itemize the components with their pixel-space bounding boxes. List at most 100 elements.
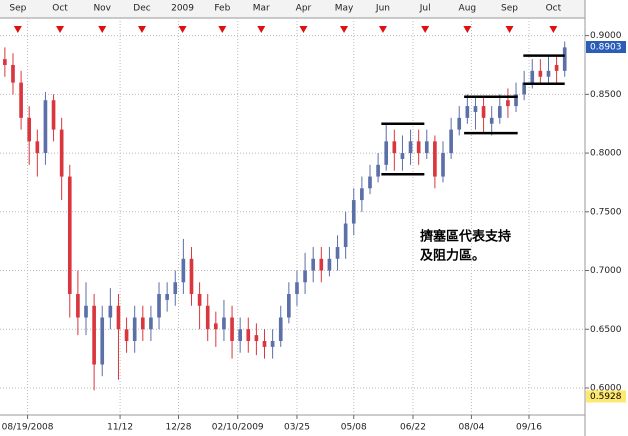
candle-body [392,141,397,154]
candle-body [368,176,372,189]
candle-body [51,100,56,130]
month-label: Dec [133,4,150,14]
candle-body [59,129,64,177]
x-tick-label: 02/10/2009 [212,423,264,433]
candle-body [84,305,88,318]
candle-body [457,117,462,130]
month-marker [218,26,227,33]
month-marker [340,26,349,33]
x-tick-label: 06/22 [400,423,426,433]
candle-body [262,341,267,347]
x-tick-label: 08/04 [458,423,484,433]
candle-body [441,153,445,177]
candle-body [197,294,202,306]
y-tick-label: 0.7000 [590,266,622,276]
candle-body [246,329,251,342]
month-marker [299,26,308,33]
month-marker [13,26,22,33]
candle-body [76,294,80,318]
candle-body [205,305,210,330]
candle-body [19,82,23,118]
candle-body [3,59,7,65]
candle-body [424,141,429,154]
candle-body [449,129,453,154]
candle-body [92,305,96,365]
candle-body [157,294,161,318]
month-marker [505,26,514,33]
candle-body [343,223,348,248]
candle-body [230,317,234,342]
y-tick-label: 0.8500 [590,90,622,100]
month-label: Oct [546,4,562,14]
month-label: Nov [93,4,111,14]
month-label: Mar [253,4,270,14]
candle-body [481,106,486,118]
month-label: Jul [419,4,431,14]
candle-body [140,317,145,330]
candle-body [400,153,405,159]
candle-body [254,335,259,342]
candle-body [506,100,510,107]
candle-body [327,258,332,271]
month-label: Oct [52,4,68,14]
candle-body [351,200,356,224]
candle-body [335,247,340,259]
candle-body [270,341,275,347]
x-tick-label: 08/19/2008 [2,423,54,433]
month-marker [257,26,266,33]
month-label: Feb [214,4,230,14]
month-strip [0,0,585,18]
x-tick-label: 03/25 [284,423,310,433]
candle-body [165,294,169,300]
month-marker [98,26,107,33]
candle-body [100,317,105,365]
y-tick-label: 0.7500 [590,207,622,217]
x-tick-label: 05/08 [341,423,367,433]
candle-body [213,323,218,330]
candle-body [43,100,48,154]
month-marker [378,26,387,33]
month-marker [178,26,187,33]
y-tick-label: 0.8000 [590,149,622,159]
y-tick-label: 0.6500 [590,325,622,335]
candle-body [360,188,364,201]
candle-body [538,70,543,77]
candle-body [489,117,494,124]
candle-body [124,329,129,342]
y-tick-label: 0.9000 [590,31,622,41]
candle-body [554,64,559,71]
x-tick-label: 11/12 [107,423,133,433]
month-marker [549,26,558,33]
candle-body [319,258,324,271]
candle-body [35,141,40,154]
y-tick-label: 0.6000 [590,383,622,393]
candle-body [278,317,283,342]
month-label: Apr [296,4,312,14]
candle-body [473,106,478,112]
candle-body [522,82,526,95]
month-marker [463,26,472,33]
candle-body [530,70,535,83]
candle-body [514,94,518,107]
candle-body [562,47,567,71]
candle-body [108,305,113,318]
candle-body [132,317,137,342]
candle-body [11,64,15,83]
price-box [586,390,626,403]
candle-body [173,282,178,295]
candle-body [311,258,316,271]
candle-body [497,106,502,118]
annotation: 及阻力區。 [420,247,485,262]
month-label: Sep [501,4,518,14]
price-box [586,41,626,54]
month-label: May [335,4,354,14]
x-tick-label: 09/16 [516,423,542,433]
candle-body [416,141,421,154]
month-marker [137,26,146,33]
annotation: 擠塞區代表支持 [420,228,511,243]
candle-body [238,329,242,342]
candle-body [189,258,194,295]
candle-body [116,305,121,330]
